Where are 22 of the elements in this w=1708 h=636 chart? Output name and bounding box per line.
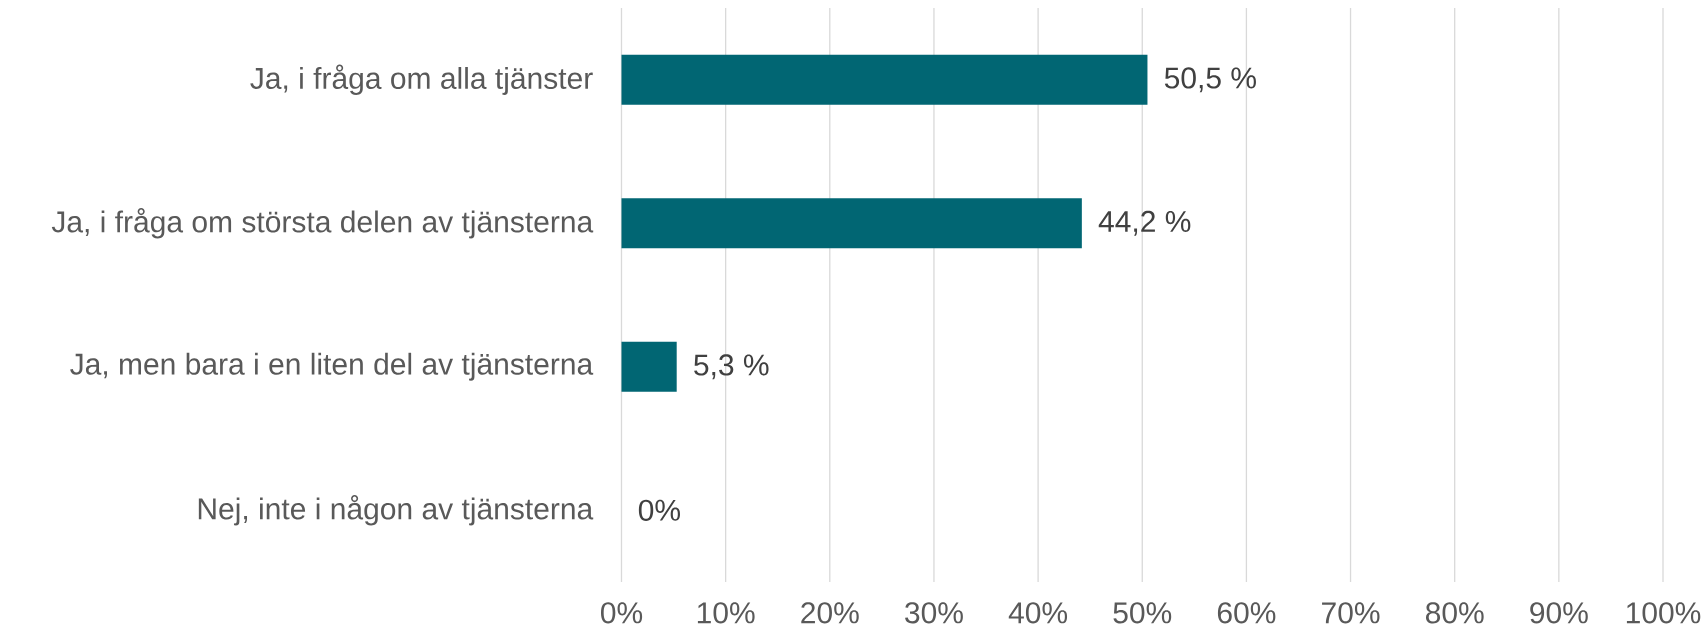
y-tick-label: Nej, inte i någon av tjänsterna (198, 495, 594, 526)
x-tick-label: 90% (1530, 602, 1588, 624)
y-tick-label: Ja, men bara i en liten del av tjänsterna (70, 352, 594, 381)
x-tick-label: 30% (905, 602, 963, 624)
bar (621, 341, 677, 392)
x-tick-label: 80% (1425, 602, 1484, 624)
x-tick-label: 50% (1113, 602, 1172, 624)
x-tick-label: 40% (1008, 602, 1068, 624)
data-label: 50,5 % (1164, 67, 1256, 93)
x-tick-label: 60% (1217, 602, 1276, 624)
x-tick-label: 100% (1626, 602, 1701, 624)
x-tick-label: 70% (1322, 602, 1380, 624)
x-tick-label: 0% (600, 602, 643, 624)
data-label: 44,2 % (1098, 210, 1191, 236)
data-label: 0% (638, 499, 680, 521)
bar (621, 198, 1082, 249)
x-tick-label: 10% (697, 602, 755, 624)
y-tick-label: Ja, i fråga om största delen av tjänsterna (51, 208, 594, 239)
x-tick-label: 20% (801, 602, 859, 624)
data-label: 5,3 % (694, 354, 769, 380)
y-tick-label: Ja, i fråga om alla tjänster (250, 64, 593, 95)
bar (621, 54, 1148, 105)
